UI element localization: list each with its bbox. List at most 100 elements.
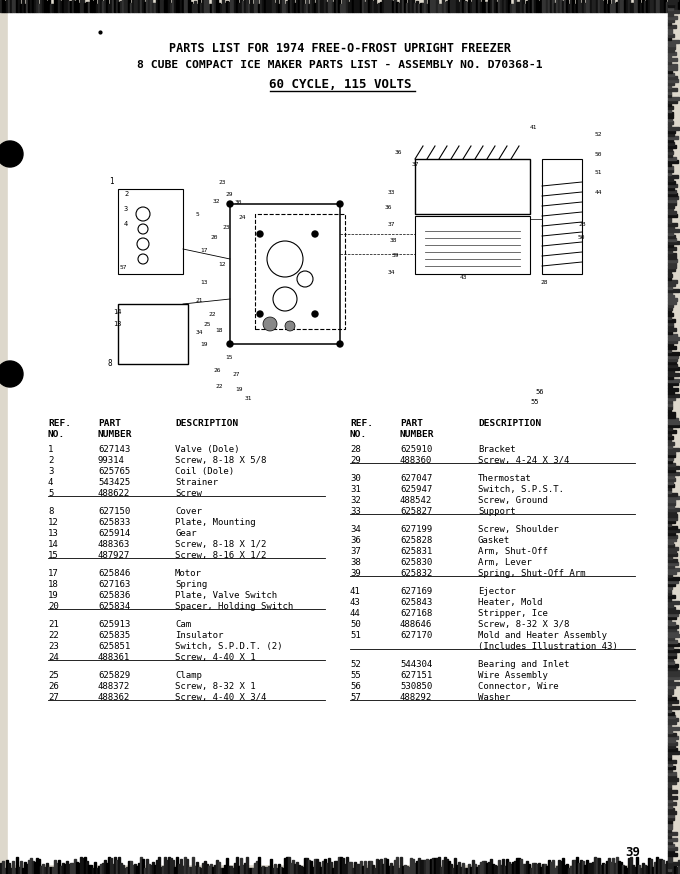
Bar (308, 4, 310, 12)
Bar (108, 857, 110, 874)
Bar (668, 400, 672, 403)
Bar (668, 388, 678, 391)
Bar (524, 4, 526, 12)
Bar (472, 0, 474, 12)
Bar (668, 571, 676, 574)
Bar (562, 858, 564, 874)
Bar (144, 2, 146, 12)
Bar (188, 0, 190, 12)
Bar (488, 862, 490, 874)
Bar (656, 0, 658, 12)
Bar (668, 784, 671, 787)
Bar (112, 0, 114, 12)
Bar (480, 2, 482, 12)
Bar (96, 868, 98, 874)
Bar (26, 864, 28, 874)
Bar (584, 3, 586, 12)
Bar (626, 868, 628, 874)
Bar (260, 0, 262, 12)
Bar (636, 0, 638, 12)
Bar (668, 799, 672, 802)
Bar (144, 868, 146, 874)
Bar (540, 867, 542, 874)
Bar (668, 655, 676, 658)
Bar (178, 0, 180, 12)
Bar (614, 863, 616, 874)
Bar (280, 867, 282, 874)
Bar (538, 863, 540, 874)
Bar (384, 0, 386, 12)
Bar (82, 858, 84, 874)
Bar (668, 526, 677, 529)
Bar (160, 0, 162, 12)
Text: 19: 19 (235, 387, 243, 392)
Bar (172, 0, 174, 12)
Bar (138, 0, 140, 12)
Bar (88, 865, 90, 874)
Bar (44, 867, 46, 874)
Bar (118, 189, 183, 274)
Bar (468, 864, 470, 874)
Bar (668, 178, 673, 181)
Bar (514, 861, 516, 874)
Bar (170, 858, 172, 874)
Bar (202, 863, 204, 874)
Bar (378, 3, 380, 12)
Bar (668, 208, 673, 211)
Bar (608, 858, 610, 874)
Bar (186, 859, 188, 874)
Text: Connector, Wire: Connector, Wire (478, 682, 559, 691)
Bar (196, 4, 198, 12)
Bar (212, 0, 214, 12)
Bar (164, 0, 166, 12)
Bar (216, 860, 218, 874)
Bar (46, 863, 48, 874)
Bar (266, 867, 268, 874)
Bar (668, 328, 676, 331)
Bar (316, 0, 318, 12)
Bar (200, 3, 202, 12)
Bar (2, 0, 4, 12)
Bar (114, 0, 116, 12)
Text: 19: 19 (48, 591, 58, 600)
Bar (415, 159, 530, 214)
Bar (668, 793, 671, 796)
Bar (96, 4, 98, 12)
Bar (470, 867, 472, 874)
Bar (668, 661, 674, 664)
Bar (366, 868, 368, 874)
Bar (668, 649, 679, 652)
Bar (668, 433, 671, 436)
Circle shape (0, 361, 23, 387)
Bar (668, 265, 676, 268)
Bar (668, 505, 674, 508)
Bar (668, 634, 679, 637)
Bar (408, 0, 410, 12)
Text: 625829: 625829 (98, 671, 131, 680)
Bar (240, 0, 242, 12)
Bar (668, 187, 674, 190)
Bar (410, 858, 412, 874)
Circle shape (312, 231, 318, 237)
Bar (56, 0, 58, 12)
Bar (668, 781, 676, 784)
Bar (668, 52, 676, 55)
Bar (416, 1, 418, 12)
Bar (130, 3, 132, 12)
Bar (298, 865, 300, 874)
Bar (668, 373, 679, 376)
Bar (592, 862, 594, 874)
Bar (220, 868, 222, 874)
Bar (668, 682, 679, 685)
Bar (638, 0, 640, 12)
Bar (460, 0, 462, 12)
Bar (320, 0, 322, 12)
Bar (54, 0, 56, 12)
Bar (244, 0, 246, 12)
Bar (262, 866, 264, 874)
Bar (554, 868, 556, 874)
Bar (134, 0, 136, 12)
Bar (668, 487, 671, 490)
Text: Motor: Motor (175, 569, 202, 578)
Text: 24: 24 (48, 653, 58, 662)
